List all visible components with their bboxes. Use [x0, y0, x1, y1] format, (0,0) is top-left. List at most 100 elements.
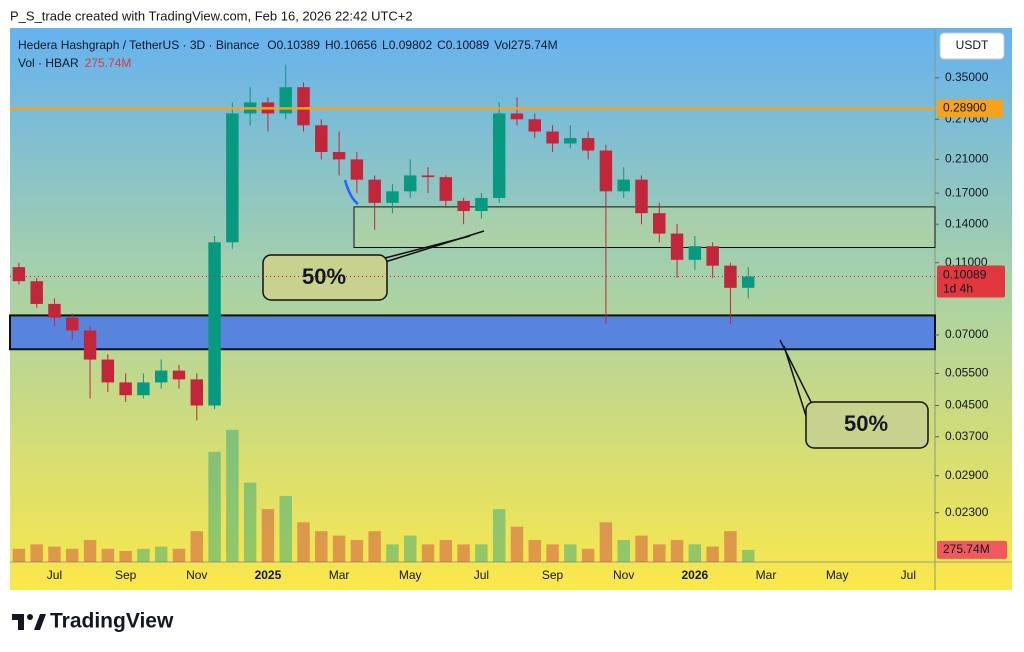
legend-line: Hedera Hashgraph / TetherUS · 3D · Binan…	[18, 38, 558, 52]
volume-bar	[368, 531, 381, 562]
candle-body	[439, 177, 453, 201]
x-tick-label: Jul	[47, 568, 62, 582]
volume-bar	[510, 526, 524, 562]
volume-bar	[599, 522, 613, 562]
level-tag	[937, 99, 1003, 118]
candle-body	[83, 330, 97, 360]
candle-body	[279, 87, 292, 114]
candle-body	[332, 151, 346, 160]
volume-bar	[208, 451, 221, 562]
y-tick-label: 0.35000	[945, 70, 989, 84]
candle-body	[617, 179, 630, 192]
x-tick-label: Nov	[186, 568, 207, 582]
volume-bar	[154, 546, 168, 562]
drawing-stroke	[343, 179, 359, 205]
volume-bar	[83, 539, 97, 562]
legend-key: O	[267, 38, 276, 52]
volume-bar	[332, 535, 346, 562]
volume-bar	[350, 539, 364, 562]
candle-body	[297, 87, 310, 126]
x-tick-label: Sep	[542, 568, 564, 582]
candle-body	[190, 379, 204, 406]
chart-background	[10, 28, 1012, 590]
candle-body	[101, 359, 115, 383]
y-tick-label: 0.11000	[945, 255, 988, 269]
candle-body	[66, 317, 79, 331]
candle-body	[404, 175, 417, 192]
candle-body	[653, 213, 666, 234]
volume-bar	[261, 509, 275, 562]
volume-bar	[226, 429, 239, 562]
candle-body	[510, 113, 524, 120]
volume-tag	[937, 540, 1007, 559]
candle-body	[492, 113, 506, 198]
volume-bar	[741, 549, 755, 562]
annotation-box	[262, 254, 388, 301]
x-tick-label: Nov	[613, 568, 634, 582]
currency-button[interactable]	[939, 32, 1005, 60]
candle-body	[315, 125, 328, 152]
volume-bar	[670, 539, 684, 562]
volume-legend-title: Vol · HBAR	[18, 56, 79, 70]
candle-body	[457, 200, 470, 212]
y-tick-label: 0.07000	[945, 327, 989, 341]
callout-line	[384, 235, 471, 259]
annotation: 50%	[844, 411, 888, 436]
candle-body	[386, 191, 399, 203]
volume-bar	[421, 544, 435, 562]
y-tick-label: 0.05500	[945, 366, 989, 380]
volume-bar	[688, 544, 702, 562]
plot	[9, 64, 936, 562]
volume-bar	[635, 535, 648, 562]
y-tick-label: 0.02300	[945, 505, 989, 519]
volume-bar	[439, 539, 453, 562]
x-tick-label: May	[826, 568, 849, 582]
y-tick-label: 0.02900	[945, 468, 989, 482]
volume-bar	[190, 531, 204, 562]
legend-value: 0.09802	[389, 38, 433, 52]
volume-legend-value: 275.74M	[85, 56, 132, 70]
volume-bar	[546, 544, 559, 562]
volume-bar	[279, 495, 292, 562]
legend-title: Hedera Hashgraph / TetherUS · 3D · Binan…	[18, 38, 260, 52]
volume-bar	[457, 544, 470, 562]
brand-logo	[12, 614, 46, 630]
legend-key: C	[437, 38, 446, 52]
volume-bar	[66, 548, 79, 562]
candle-body	[599, 150, 613, 192]
header: P_S_trade created with TradingView.com, …	[10, 8, 413, 23]
currency[interactable]: USDT	[956, 38, 989, 52]
volume-bar	[119, 550, 132, 562]
volume-bar	[243, 482, 257, 562]
legend-value: 0.10656	[334, 38, 378, 52]
volume-bar	[617, 539, 630, 562]
annotation-box	[805, 401, 929, 449]
volume-bar	[12, 548, 26, 562]
annotation: 50%	[302, 264, 346, 289]
x-tick-label: 2025	[255, 568, 282, 582]
x-tick-label: Mar	[756, 568, 777, 582]
x-tick-label: Mar	[329, 568, 350, 582]
candle-body	[421, 175, 435, 178]
level-label: 0.28900	[943, 101, 987, 115]
volume-bar	[297, 522, 310, 562]
zone	[9, 314, 936, 351]
candle-body	[528, 119, 541, 132]
y-tick-label: 0.21000	[945, 152, 989, 166]
volume-bar	[386, 544, 399, 562]
callout-line	[783, 345, 807, 417]
candle-body	[226, 113, 239, 243]
last-price-label: 0.10089	[943, 268, 987, 282]
volume-bar	[653, 544, 666, 562]
candle-body	[12, 267, 26, 282]
volume-bar	[564, 544, 577, 562]
candle-body	[475, 197, 488, 212]
legend-value: 275.74M	[511, 38, 558, 52]
legend-key: H	[325, 38, 334, 52]
volume-bar	[724, 531, 737, 562]
legend-value: 0.10389	[277, 38, 321, 52]
volume-legend: Vol · HBAR 275.74M	[18, 56, 131, 70]
y-tick-label: 0.17000	[945, 185, 989, 199]
volume-bar	[475, 544, 488, 562]
